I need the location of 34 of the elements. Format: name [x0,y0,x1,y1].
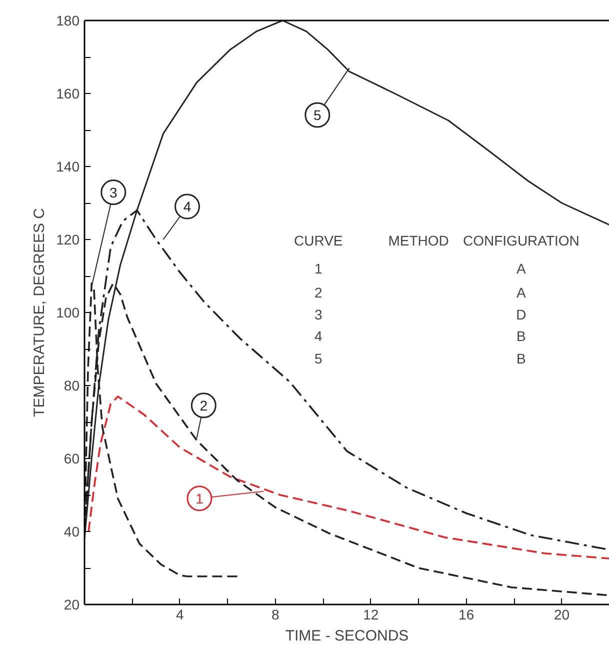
annotation: B [516,350,526,366]
annotation: 5 [313,106,322,123]
annotation: 2 [200,397,208,414]
x-tick-label: 16 [458,606,474,622]
annotation: A [516,260,527,277]
x-tick-label: 8 [272,606,280,622]
x-axis-title: TIME - SECONDS [285,628,409,644]
y-tick-label: 140 [56,158,80,174]
y-tick-label: 60 [64,450,80,466]
y-tick-label: 80 [64,378,80,394]
annotation: 5 [314,350,322,366]
annotation: A [516,284,527,300]
y-tick-label: 20 [64,596,80,612]
annotation: D [516,306,526,322]
y-tick-label: 180 [56,12,80,28]
y-tick-label: 40 [64,524,80,540]
annotation: 1 [314,260,322,277]
y-axis-title: TEMPERATURE, DEGREES C [31,208,48,417]
annotation: 1 [196,490,204,506]
annotation: METHOD [388,232,449,249]
annotation: 2 [314,284,322,300]
x-tick-label: 4 [176,606,184,622]
y-tick-label: 100 [56,304,80,320]
annotation: 3 [109,184,118,200]
annotation: 4 [183,198,192,214]
annotation: 3 [314,306,322,322]
y-tick-label: 160 [56,86,80,102]
annotation: CURVE [294,232,343,249]
annotation: CONFIGURATION [463,232,580,249]
y-tick-label: 120 [56,232,80,248]
annotation: B [516,328,526,344]
annotation: 4 [314,328,322,344]
x-tick-label: 20 [554,606,570,622]
x-tick-label: 12 [363,606,379,622]
